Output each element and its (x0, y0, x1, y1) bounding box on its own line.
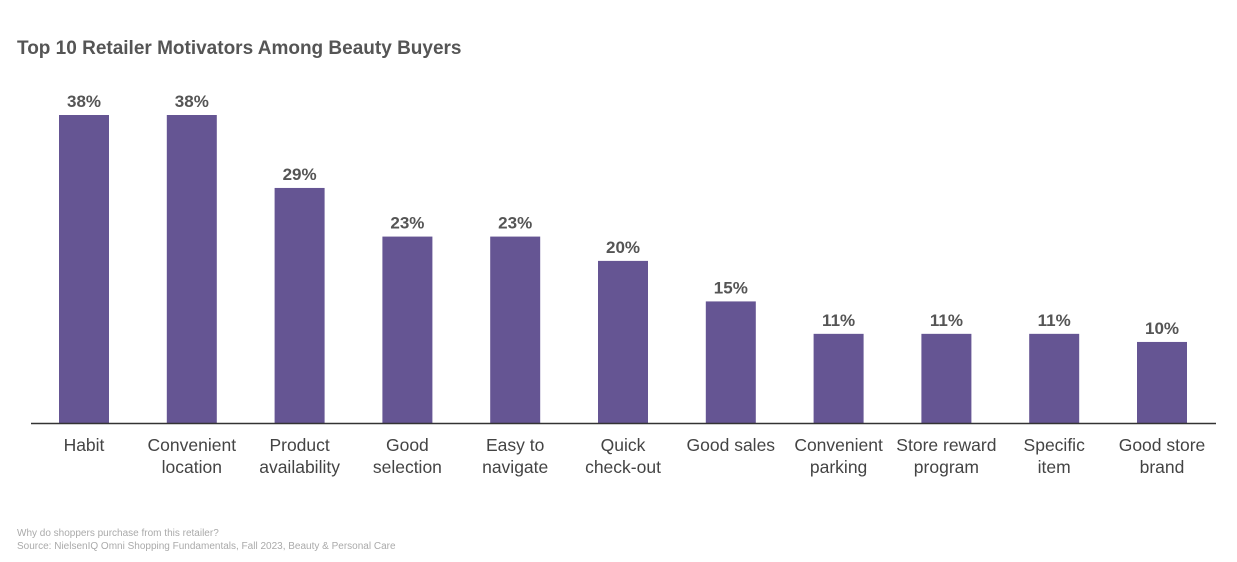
data-label: 23% (390, 214, 424, 233)
data-label: 10% (1145, 319, 1179, 338)
bar (1029, 333, 1080, 423)
category-label: Specific item (1023, 435, 1085, 477)
category-label: Good sales (686, 435, 776, 455)
data-label: 23% (498, 214, 532, 233)
bar (1137, 341, 1187, 423)
data-label: 11% (822, 311, 855, 330)
category-label: Good selection (372, 435, 442, 477)
bar (59, 115, 109, 423)
category-label: Product availability (259, 435, 340, 477)
bar (274, 187, 325, 423)
data-label: 11% (1038, 311, 1071, 330)
bar (598, 260, 648, 423)
data-label: 29% (283, 165, 317, 184)
category-label: Habit (63, 435, 105, 455)
footnote-source: Source: NielsenIQ Omni Shopping Fundamen… (17, 541, 396, 552)
category-label: Easy to navigate (482, 435, 549, 477)
bar (382, 236, 433, 423)
category-label: Good store brand (1118, 435, 1206, 477)
bar (490, 236, 541, 423)
bar (813, 333, 864, 423)
bar (921, 333, 972, 423)
bar (705, 301, 756, 423)
data-label: 15% (714, 278, 748, 297)
chart-title: Top 10 Retailer Motivators Among Beauty … (17, 38, 462, 59)
data-label: 11% (930, 311, 963, 330)
category-label: Convenient location (147, 435, 237, 477)
category-label: Quick check-out (585, 435, 661, 477)
category-label: Store reward program (896, 435, 997, 477)
data-label: 38% (175, 92, 209, 111)
data-label: 20% (606, 238, 640, 257)
bar (166, 115, 217, 423)
data-label: 38% (67, 92, 101, 111)
category-label: Convenient parking (794, 435, 883, 477)
footnote-question: Why do shoppers purchase from this retai… (17, 528, 219, 539)
